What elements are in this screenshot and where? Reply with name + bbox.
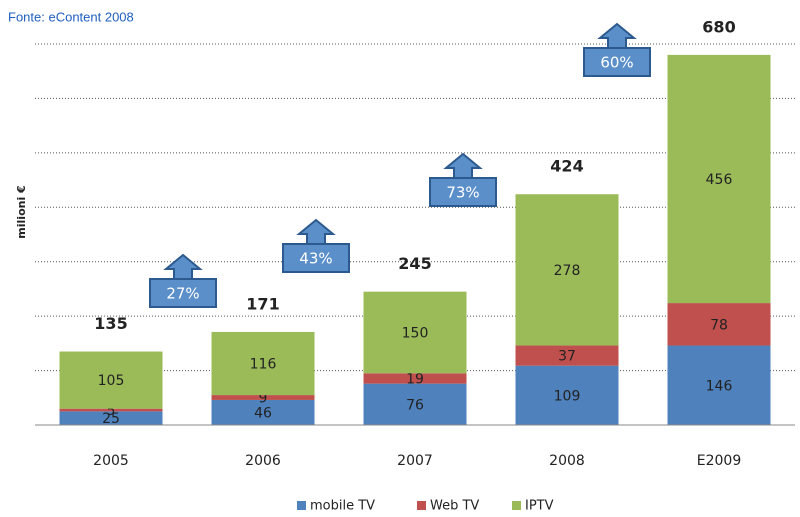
arrow-head: [163, 253, 203, 280]
growth-box: [429, 177, 497, 207]
growth-box: [583, 47, 651, 77]
value-label: 78: [710, 317, 728, 333]
bar-segment: [211, 331, 315, 396]
value-label: 278: [554, 263, 581, 279]
arrow-head: [443, 152, 483, 179]
legend-item: Web TV: [417, 499, 479, 514]
y-axis-label: milioni €: [15, 185, 28, 238]
legend-swatch: [297, 501, 306, 510]
value-label: 105: [98, 373, 125, 389]
bar-segment: [363, 291, 467, 374]
growth-arrow: 27%: [149, 253, 217, 308]
x-tick-label: 2006: [245, 453, 281, 469]
total-label: 135: [94, 314, 127, 333]
bar-segment: [59, 408, 163, 412]
bar-segment: [667, 303, 771, 346]
x-tick-label: E2009: [697, 453, 741, 469]
bar-segment: [667, 345, 771, 425]
arrow-head: [597, 22, 637, 49]
total-label: 424: [550, 157, 583, 176]
growth-label: 73%: [446, 184, 479, 202]
growth-label: 43%: [299, 250, 332, 268]
legend-label: mobile TV: [310, 499, 375, 514]
value-label: 25: [102, 411, 120, 427]
bar-segment: [211, 399, 315, 425]
growth-arrow: 43%: [282, 218, 350, 273]
chart-title: Fonte: eContent 2008: [8, 9, 134, 24]
total-label: 680: [702, 17, 735, 36]
bar-segment: [59, 351, 163, 409]
bar-segment: [363, 383, 467, 425]
bar-segment: [211, 395, 315, 400]
total-label: 171: [246, 294, 279, 313]
growth-box: [149, 278, 217, 308]
legend-swatch: [417, 501, 426, 510]
x-tick-label: 2008: [549, 453, 585, 469]
bar-segment: [515, 345, 619, 366]
total-label: 245: [398, 254, 431, 273]
legend-label: Web TV: [430, 499, 479, 514]
value-label: 37: [558, 349, 576, 365]
legend-label: IPTV: [525, 499, 554, 514]
x-tick-label: 2005: [93, 453, 129, 469]
growth-box: [282, 243, 350, 273]
legend-swatch: [512, 501, 521, 510]
value-label: 76: [406, 397, 424, 413]
bar-segment: [363, 373, 467, 384]
bar-segment: [59, 411, 163, 425]
value-label: 146: [706, 378, 733, 394]
bar-segment: [515, 365, 619, 425]
bar-segment: [515, 194, 619, 346]
value-label: 19: [406, 371, 424, 387]
x-tick-label: 2007: [397, 453, 433, 469]
value-label: 456: [706, 172, 733, 188]
value-label: 116: [250, 356, 277, 372]
bar-segment: [667, 54, 771, 304]
value-label: 9: [259, 391, 268, 407]
growth-label: 60%: [600, 54, 633, 72]
legend-item: IPTV: [512, 499, 554, 514]
growth-label: 27%: [166, 285, 199, 303]
growth-arrow: 60%: [583, 22, 651, 77]
growth-arrow: 73%: [429, 152, 497, 207]
value-label: 150: [402, 325, 429, 341]
legend-item: mobile TV: [297, 499, 375, 514]
value-label: 46: [254, 405, 272, 421]
value-label: 109: [554, 388, 581, 404]
value-label: 5: [107, 403, 116, 419]
arrow-head: [296, 218, 336, 245]
